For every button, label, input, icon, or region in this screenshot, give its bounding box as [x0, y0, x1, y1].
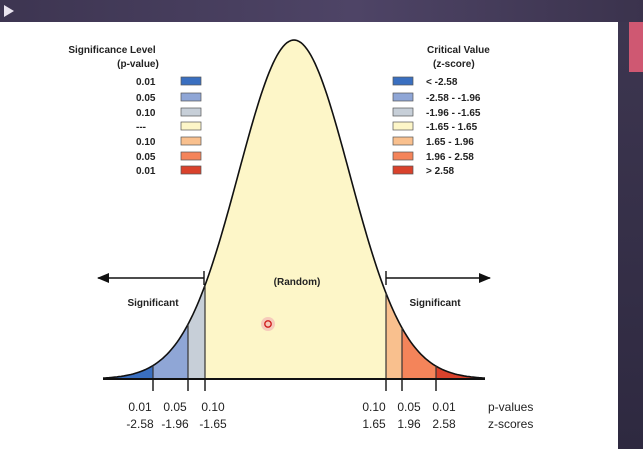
right-legend-swatch — [392, 151, 414, 161]
right-legend-swatch — [392, 136, 414, 146]
left-legend-label: 0.05 — [136, 93, 156, 104]
right-significant-label: Significant — [409, 298, 461, 309]
region-p001-left — [103, 40, 153, 379]
region-random — [205, 40, 386, 379]
right-legend-swatch — [392, 165, 414, 175]
left-legend-swatch — [180, 76, 202, 86]
cursor-marker — [261, 317, 275, 331]
right-legend-swatch — [392, 76, 414, 86]
right-legend-label: 1.96 - 2.58 — [426, 152, 474, 163]
region-p005-left — [153, 40, 188, 379]
right-legend-swatch — [392, 121, 414, 131]
axis-ticks — [152, 379, 437, 391]
p-value-label: 0.01 — [128, 400, 152, 414]
right-legend-swatch — [392, 92, 414, 102]
slide-accent-tab — [629, 22, 643, 72]
region-p005-right — [402, 40, 436, 379]
right-legend-title: Critical Value — [427, 45, 490, 56]
slide-content: Significance Level (p-value) 0.01 0.05 0.1… — [0, 22, 618, 449]
right-legend-label: < -2.58 — [426, 77, 458, 88]
random-label: (Random) — [274, 277, 321, 288]
slide-side-bar — [618, 22, 643, 449]
left-axis-labels: 0.01 0.05 0.10 -2.58 -1.96 -1.65 — [126, 400, 227, 431]
p-value-label: 0.01 — [432, 400, 456, 414]
region-p010-right — [386, 40, 402, 379]
p-value-label: 0.05 — [397, 400, 421, 414]
left-legend-swatch — [180, 107, 202, 117]
right-legend-swatch — [392, 107, 414, 117]
left-legend-label: 0.05 — [136, 152, 156, 163]
z-score-label: -1.65 — [199, 417, 227, 431]
left-legend-title: Significance Level — [68, 45, 155, 56]
p-value-label: 0.05 — [163, 400, 187, 414]
right-legend-label: -1.65 - 1.65 — [426, 122, 478, 133]
left-legend-label: 0.01 — [136, 166, 156, 177]
normal-distribution-diagram: Significance Level (p-value) 0.010.050.1… — [68, 39, 533, 431]
z-score-label: -2.58 — [126, 417, 154, 431]
curve-regions — [103, 40, 485, 379]
left-legend-swatch — [180, 136, 202, 146]
left-legend: 0.01 0.05 0.10 --- 0.10 0.05 0.01 — [136, 76, 202, 177]
left-legend-label: --- — [136, 122, 146, 133]
right-legend-subtitle: (z-score) — [433, 59, 475, 70]
left-significant-arrow — [97, 271, 205, 285]
region-dividers — [152, 285, 437, 379]
right-axis-labels: 0.10 0.05 0.01 1.65 1.96 2.58 — [362, 400, 456, 431]
left-legend-swatch — [180, 151, 202, 161]
z-score-label: 1.65 — [362, 417, 386, 431]
region-p010-left — [188, 40, 205, 379]
p-value-label: 0.10 — [201, 400, 225, 414]
right-legend-label: 1.65 - 1.96 — [426, 137, 474, 148]
left-legend-subtitle: (p-value) — [117, 59, 159, 70]
z-score-label: 2.58 — [432, 417, 456, 431]
left-legend-swatch — [180, 121, 202, 131]
left-legend-label: 0.01 — [136, 77, 156, 88]
region-p001-right — [436, 40, 485, 379]
left-legend-swatch — [180, 165, 202, 175]
left-legend-label: 0.10 — [136, 137, 156, 148]
slide-title-bar — [0, 0, 643, 22]
left-legend-swatch — [180, 92, 202, 102]
bullet-arrow-icon — [4, 5, 14, 17]
z-score-label: -1.96 — [161, 417, 189, 431]
p-value-label: 0.10 — [362, 400, 386, 414]
right-significant-arrow — [385, 271, 491, 285]
right-legend-label: -1.96 - -1.65 — [426, 108, 481, 119]
z-score-label: 1.96 — [397, 417, 421, 431]
left-legend-label: 0.10 — [136, 108, 156, 119]
right-legend-label: > 2.58 — [426, 166, 455, 177]
left-significant-label: Significant — [127, 298, 179, 309]
p-values-axis-label: p-values — [488, 400, 533, 414]
right-legend-label: -2.58 - -1.96 — [426, 93, 481, 104]
bell-curve — [102, 39, 486, 379]
right-legend: < -2.58 -2.58 - -1.96 -1.96 - -1.65 -1.65 -… — [392, 76, 481, 177]
z-scores-axis-label: z-scores — [488, 417, 533, 431]
